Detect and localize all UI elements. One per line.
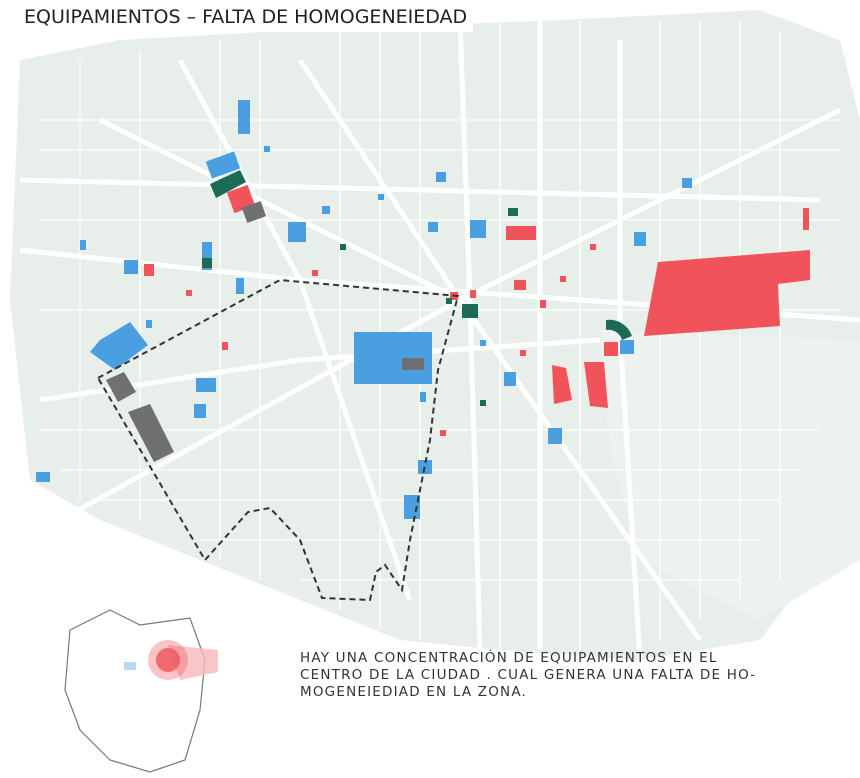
inset-map xyxy=(64,609,218,773)
caption-line: CENTRO DE LA CIUDAD . CUAL GENERA UNA FA… xyxy=(300,667,757,683)
caption-line: HAY UNA CONCENTRACIÓN DE EQUIPAMIENTOS E… xyxy=(300,650,718,666)
caption: HAY UNA CONCENTRACIÓN DE EQUIPAMIENTOS E… xyxy=(300,650,856,701)
gray-facilities xyxy=(106,201,424,462)
study-zone-outline xyxy=(96,278,460,602)
red-facilities xyxy=(144,184,810,436)
green-facilities xyxy=(202,170,632,406)
title: EQUIPAMIENTOS – FALTA DE HOMOGENEIEDAD xyxy=(24,6,474,32)
caption-line: MOGENEIEDIAD EN LA ZONA. xyxy=(300,684,528,700)
